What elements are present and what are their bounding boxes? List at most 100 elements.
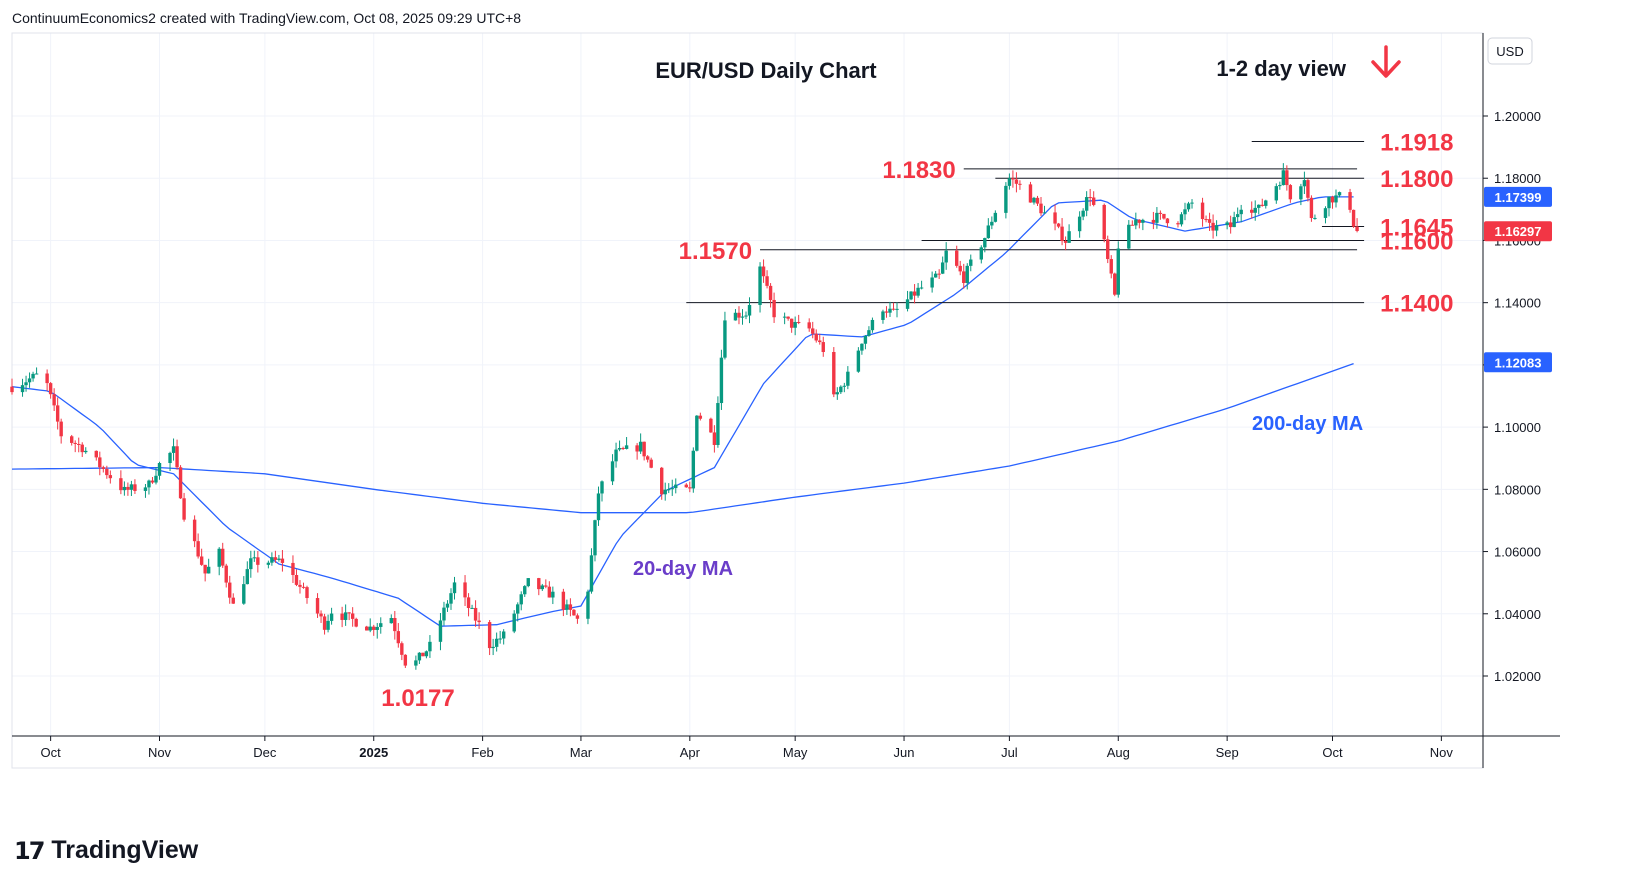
candle-body <box>895 308 899 310</box>
candle-body <box>846 371 850 386</box>
candle-body <box>171 446 176 453</box>
candle-body <box>733 312 738 321</box>
candle-body <box>881 311 885 320</box>
candle-body <box>979 247 984 260</box>
candle-body <box>937 273 941 275</box>
candle-body <box>273 557 278 560</box>
candle-body <box>747 304 752 316</box>
candle-body <box>52 394 56 406</box>
candle-body <box>870 319 875 331</box>
candle-body <box>617 448 622 450</box>
candle-body <box>301 586 306 588</box>
candle-body <box>674 484 678 489</box>
candle-body <box>1278 185 1282 187</box>
candle-body <box>421 652 425 657</box>
candle-body <box>709 418 713 433</box>
candle-body <box>466 597 471 609</box>
candle-body <box>154 475 158 483</box>
candle-body <box>600 481 604 494</box>
candle-body <box>1014 179 1019 184</box>
candle-body <box>228 582 232 598</box>
candle-body <box>1067 231 1071 243</box>
candle-body <box>417 652 422 661</box>
low-annotation: 1.0177 <box>381 685 454 712</box>
candle-body <box>27 378 32 383</box>
candle-body <box>1088 197 1092 199</box>
candle-body <box>1176 223 1180 225</box>
candle-body <box>1039 203 1043 214</box>
candle-body <box>1141 219 1145 223</box>
candle-body <box>839 386 843 393</box>
candle-body <box>315 598 320 614</box>
candle-body <box>635 445 639 452</box>
ma20-label: 20-day MA <box>633 558 733 580</box>
candle-body <box>305 587 309 599</box>
currency-box[interactable]: USD <box>1487 37 1533 65</box>
tradingview-logo[interactable]: 17 TradingView <box>14 836 198 865</box>
pane-border <box>11 32 1484 769</box>
candle-body <box>424 651 429 657</box>
candle-body <box>667 489 671 491</box>
candle-body <box>1239 209 1243 215</box>
level-label: 1.1918 <box>1380 130 1453 157</box>
candle-body <box>811 328 815 334</box>
candle-body <box>863 335 868 344</box>
time-tick-label: Nov <box>148 745 172 760</box>
candle-body <box>1302 180 1307 187</box>
level-label: 1.1830 <box>882 157 955 184</box>
candle-body <box>940 262 945 274</box>
chart-attribution: ContinuumEconomics2 created with Trading… <box>12 10 522 26</box>
time-tick-label: Sep <box>1216 745 1239 760</box>
candle-body <box>298 584 302 587</box>
candle-body <box>10 386 14 393</box>
tradingview-mark-icon: 17 <box>14 836 45 865</box>
candle-body <box>744 315 748 317</box>
level-label: 1.1645 <box>1380 214 1453 241</box>
candle-body <box>20 385 25 393</box>
candle-body <box>340 613 344 620</box>
candle-body <box>688 487 692 489</box>
candle-body <box>660 467 664 495</box>
candle-body <box>551 591 555 598</box>
price-tick-label: 1.04000 <box>1494 607 1541 622</box>
price-tag-box <box>1484 186 1552 207</box>
ma20-line <box>11 196 1354 627</box>
candle-body <box>224 565 228 583</box>
candle-body <box>765 276 769 286</box>
time-tick-label: May <box>783 745 808 760</box>
candle-body <box>34 373 39 375</box>
candle-body <box>1035 197 1040 204</box>
candle-body <box>449 593 453 604</box>
candle-body <box>986 225 991 239</box>
candle-body <box>835 392 840 395</box>
candle-body <box>1186 203 1191 210</box>
candle-body <box>1309 197 1314 219</box>
time-tick-label: Oct <box>41 745 62 760</box>
candle-body <box>614 449 618 462</box>
time-tick-label: Aug <box>1107 745 1130 760</box>
candle-body <box>126 486 130 490</box>
candle-body <box>231 597 235 604</box>
candle-body <box>477 620 481 623</box>
candle-body <box>414 660 418 666</box>
candle-body <box>1228 222 1233 228</box>
candle-body <box>642 441 646 457</box>
candle-body <box>793 321 797 328</box>
candle-body <box>821 342 825 353</box>
time-tick-label: Dec <box>253 745 277 760</box>
candle-body <box>1011 178 1015 180</box>
price-tag-label: 1.12083 <box>1495 355 1542 370</box>
candle-body <box>217 548 221 567</box>
candle-body <box>1007 178 1012 186</box>
ma200-line <box>11 362 1354 514</box>
candle-body <box>206 566 211 574</box>
candle-body <box>1155 212 1159 223</box>
candle-body <box>716 403 720 445</box>
candle-body <box>547 586 552 598</box>
candle-body <box>329 613 334 621</box>
candle-body <box>319 613 323 617</box>
candle-body <box>1130 224 1135 226</box>
time-tick-label: Apr <box>680 745 701 760</box>
